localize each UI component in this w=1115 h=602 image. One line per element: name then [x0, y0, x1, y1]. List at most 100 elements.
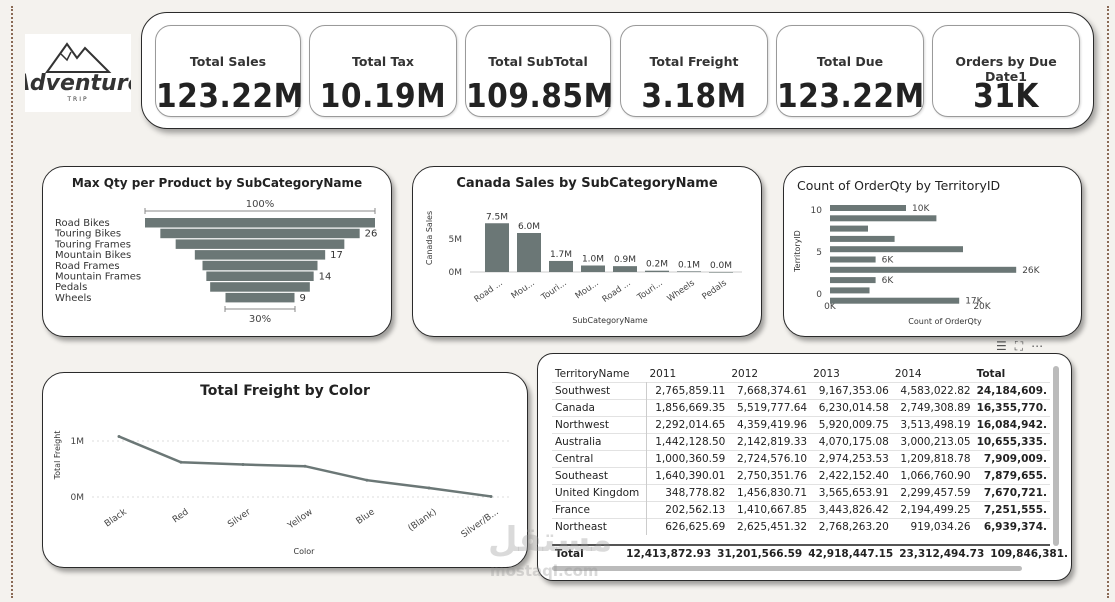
header-territory[interactable]: TerritoryName — [555, 368, 630, 380]
funnel-chart-card[interactable]: Max Qty per Product by SubCategoryName 1… — [42, 166, 392, 337]
territory-name-cell: Central — [552, 450, 647, 468]
table-row[interactable]: France 202,562.13 1,410,667.85 3,443,826.42… — [552, 501, 1050, 519]
kpi-card-total-subtotal[interactable]: Total SubTotal 109.85M — [465, 25, 614, 117]
territory-ytick: 5 — [816, 248, 822, 258]
freight-chart-card[interactable]: Total Freight by Color Total Freight 1M … — [42, 372, 528, 568]
vertical-scrollbar[interactable] — [1053, 366, 1059, 546]
canada-bar[interactable] — [645, 270, 669, 272]
kpi-label: Total Due — [816, 54, 884, 69]
funnel-bar[interactable] — [210, 282, 310, 292]
kpi-card-total-sales[interactable]: Total Sales 123.22M — [155, 25, 304, 117]
territory-bar[interactable] — [830, 215, 937, 222]
freight-point[interactable] — [489, 494, 493, 498]
table-row[interactable]: Central 1,000,360.59 2,724,576.10 2,974,253… — [552, 450, 1050, 468]
focus-mode-icon[interactable]: ⛶ — [1014, 339, 1024, 353]
filter-icon[interactable]: ☰ — [996, 339, 1007, 353]
canada-bar[interactable] — [517, 233, 541, 272]
territory-ylabel: TerritoryID — [793, 230, 802, 273]
funnel-bar[interactable] — [225, 292, 295, 303]
freight-point[interactable] — [117, 435, 121, 439]
kpi-card-orders-by-due-date[interactable]: Orders by Due Date1 31K — [932, 25, 1080, 117]
funnel-top-label: 100% — [246, 199, 275, 210]
canada-bar[interactable] — [485, 223, 509, 272]
value-cell: 5,920,009.75 — [818, 419, 889, 431]
freight-point[interactable] — [179, 460, 183, 464]
header-2013[interactable]: 2013 — [813, 368, 840, 380]
freight-category-label: Blue — [355, 507, 377, 527]
funnel-bar[interactable] — [206, 271, 314, 282]
kpi-card-total-freight[interactable]: Total Freight 3.18M — [620, 25, 768, 117]
header-2011[interactable]: 2011 — [649, 368, 677, 380]
funnel-bar[interactable] — [194, 250, 326, 260]
freight-point[interactable] — [303, 464, 307, 468]
funnel-bar[interactable] — [160, 228, 360, 239]
canada-bar[interactable] — [613, 266, 637, 272]
table-row[interactable]: Southeast 1,640,390.01 2,750,351.76 2,422,1… — [552, 467, 1050, 485]
territory-bar[interactable] — [830, 297, 960, 304]
canada-category-label: Mou... — [510, 278, 537, 301]
value-cell: 348,778.82 — [665, 487, 726, 499]
territory-bar[interactable] — [830, 246, 963, 253]
funnel-category-label: Road Bikes — [55, 218, 110, 229]
horizontal-scrollbar[interactable] — [552, 566, 1022, 571]
value-cell: 6,939,374. — [983, 521, 1047, 533]
table-row[interactable]: Southwest 2,765,859.11 7,668,374.61 9,167,3… — [552, 382, 1050, 400]
more-options-icon[interactable]: ⋯ — [1031, 339, 1044, 353]
table-row[interactable]: Northwest 2,292,014.65 4,359,419.96 5,920,0… — [552, 416, 1050, 434]
table-row[interactable]: Australia 1,442,128.50 2,142,819.33 4,070,1… — [552, 433, 1050, 451]
kpi-card-total-tax[interactable]: Total Tax 10.19M — [309, 25, 457, 117]
territory-bar[interactable] — [830, 235, 895, 242]
value-cell: 2,194,499.25 — [900, 504, 971, 516]
funnel-bar[interactable] — [175, 239, 345, 249]
value-cell: 1,856,669.35 — [655, 402, 726, 414]
header-2014[interactable]: 2014 — [894, 368, 922, 380]
funnel-bar[interactable] — [202, 260, 318, 271]
territory-value-label: 17K — [965, 297, 983, 307]
territory-bar[interactable] — [830, 256, 876, 263]
funnel-bar[interactable] — [145, 218, 375, 228]
header-2012[interactable]: 2012 — [731, 368, 759, 380]
page-frame — [11, 6, 1109, 598]
canada-bar[interactable] — [709, 272, 733, 273]
canada-category-label: Pedals — [700, 278, 729, 302]
territory-bar[interactable] — [830, 277, 876, 284]
funnel-value-label: 26 — [365, 229, 378, 240]
kpi-label: Total Sales — [189, 54, 267, 69]
freight-point[interactable] — [427, 486, 431, 490]
value-cell: 2,765,859.11 — [655, 385, 726, 397]
territory-bar[interactable] — [830, 205, 906, 211]
canada-sales-card[interactable]: Canada Sales by SubCategoryName Canada S… — [412, 166, 762, 337]
kpi-value: 123.22M — [156, 76, 304, 115]
canada-category-label: Road ... — [473, 278, 505, 305]
value-cell: 3,513,498.19 — [900, 419, 971, 431]
freight-point[interactable] — [241, 463, 245, 467]
territory-matrix-card[interactable]: TerritoryName 2011 2012 2013 2014 Total … — [537, 353, 1072, 581]
territory-title: Count of OrderQty by TerritoryID — [797, 178, 1001, 193]
territory-value-label: 6K — [882, 276, 895, 286]
value-cell: 919,034.26 — [910, 521, 971, 533]
funnel-value-label: 17 — [330, 250, 343, 261]
canada-bar[interactable] — [677, 271, 701, 272]
territory-xtick: 20K — [973, 302, 991, 312]
watermark-latin: mostaql.com — [490, 562, 599, 580]
value-cell: 2,974,253.53 — [818, 453, 889, 465]
territory-value-label: 6K — [882, 256, 895, 266]
table-row[interactable]: United Kingdom 348,778.82 1,456,830.71 3,56… — [552, 484, 1050, 502]
header-total[interactable]: Total — [976, 368, 1006, 380]
freight-point[interactable] — [365, 478, 369, 482]
territory-chart-card[interactable]: Count of OrderQty by TerritoryID Territo… — [783, 166, 1082, 337]
canada-bar[interactable] — [549, 260, 573, 272]
kpi-card-total-due[interactable]: Total Due 123.22M — [776, 25, 924, 117]
canada-bar[interactable] — [581, 265, 605, 273]
canada-category-label: Touri... — [539, 278, 569, 303]
territory-bar[interactable] — [830, 266, 1017, 273]
value-cell: 2,142,819.33 — [736, 436, 808, 448]
table-row[interactable]: Canada 1,856,669.35 5,519,777.64 6,230,014.… — [552, 399, 1050, 417]
kpi-value: 109.85M — [466, 76, 614, 115]
canada-value-label: 1.0M — [582, 255, 604, 265]
territory-bar[interactable] — [830, 225, 868, 232]
kpi-label: Total SubTotal — [488, 54, 588, 69]
freight-category-label: Black — [103, 507, 129, 530]
territory-bar[interactable] — [830, 287, 870, 294]
table-row[interactable]: Northeast 626,625.69 2,625,451.32 2,768,263… — [552, 518, 1050, 535]
